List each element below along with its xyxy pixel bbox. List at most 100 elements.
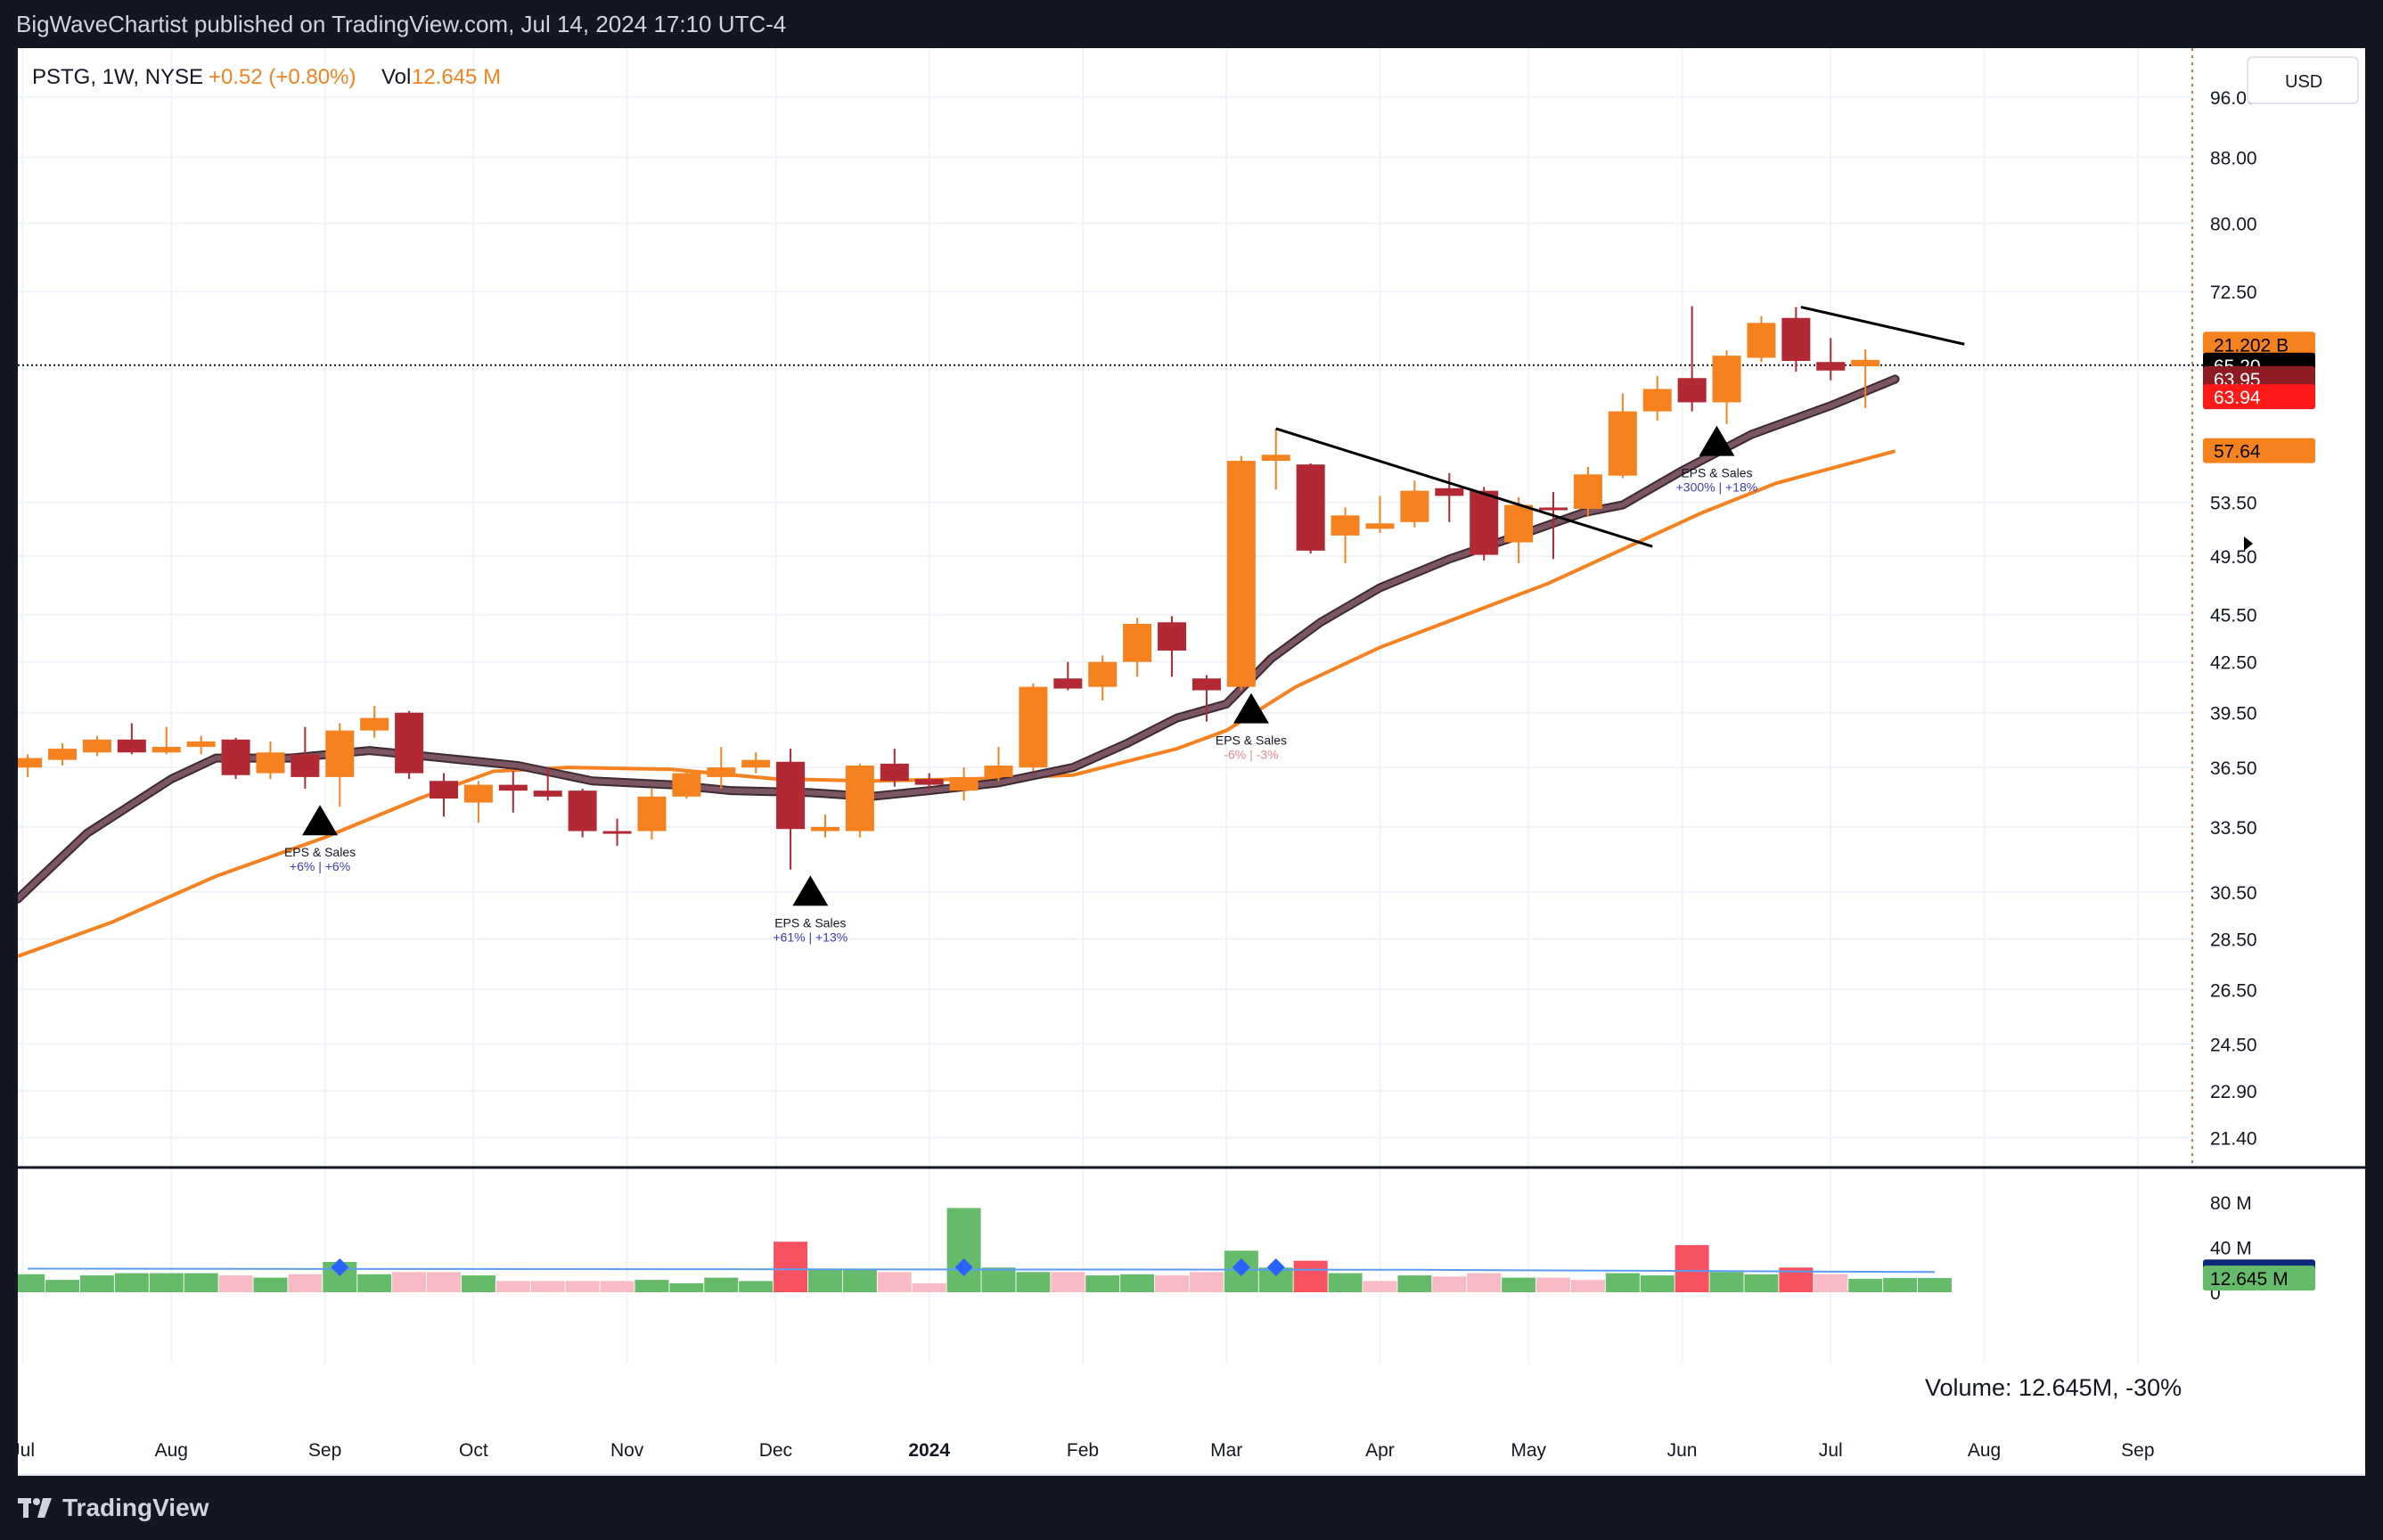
publisher-bar: BigWaveChartist published on TradingView…	[0, 0, 2383, 48]
x-tick-label: Jul	[18, 1440, 35, 1461]
candle-body	[984, 766, 1013, 777]
volume-bar	[1605, 1273, 1640, 1292]
candle-body	[151, 747, 181, 753]
volume-diamond-icon	[331, 1258, 349, 1276]
candle-body	[1088, 661, 1118, 687]
candle-body	[1608, 411, 1637, 476]
volume-bar	[669, 1282, 704, 1292]
y-tick-label: 53.50	[2210, 494, 2257, 514]
y-tick-label: 26.50	[2210, 980, 2257, 1001]
currency-button[interactable]: USD	[2247, 56, 2359, 104]
candle-body	[221, 739, 250, 775]
x-tick-label: Sep	[2121, 1440, 2154, 1461]
volume-bar	[357, 1274, 392, 1292]
chart-svg[interactable]: Volume: 12.645M, -30% EPS & Sales+6% | +…	[11, 48, 2365, 1476]
ma-fast-line	[15, 376, 1898, 902]
candle-body	[949, 776, 979, 791]
earnings-detail: +300% | +18%	[1676, 480, 1758, 495]
candle-body	[1261, 455, 1290, 462]
candle-body	[1435, 487, 1464, 496]
x-tick-label: Jun	[1667, 1440, 1698, 1461]
volume-bar	[1536, 1277, 1571, 1292]
volume-bar	[842, 1269, 877, 1292]
candle-body	[1677, 378, 1707, 403]
earnings-title: EPS & Sales	[1681, 466, 1752, 480]
candle-body	[395, 712, 424, 774]
x-tick-label: Sep	[308, 1440, 341, 1461]
candle-body	[1400, 490, 1429, 522]
price-badge-label: 21.202 B	[2214, 335, 2289, 356]
volume-bar	[1709, 1272, 1744, 1292]
legend-vol-value: 12.645 M	[412, 65, 501, 89]
x-tick-label: Jul	[1819, 1440, 1843, 1461]
x-tick-label: Nov	[610, 1440, 644, 1461]
volume-bar	[1570, 1280, 1605, 1292]
volume-bar	[11, 1274, 45, 1292]
volume-bar	[774, 1241, 808, 1292]
footer: TradingView	[0, 1476, 2383, 1540]
volume-diamond-icon	[954, 1258, 973, 1276]
earnings-triangle-icon[interactable]	[1232, 692, 1269, 724]
y-tick-label: 45.50	[2210, 606, 2257, 627]
y-tick-label: 80.00	[2210, 215, 2257, 235]
candle-body	[1504, 504, 1534, 543]
candle-body	[1470, 490, 1499, 555]
earnings-triangle-icon[interactable]	[792, 875, 829, 906]
scroll-right-icon[interactable]	[2244, 537, 2253, 551]
candle-body	[82, 739, 111, 753]
candle-body	[1123, 624, 1152, 662]
earnings-title: EPS & Sales	[774, 915, 846, 930]
volume-bar	[807, 1269, 842, 1292]
volume-bar	[1189, 1272, 1224, 1292]
candle-body	[1747, 323, 1776, 358]
price-badge-label: 63.94	[2214, 388, 2261, 408]
candle-body	[1053, 678, 1083, 689]
earnings-markers: EPS & Sales+6% | +6%EPS & Sales+61% | +1…	[284, 425, 1758, 944]
volume-bar	[1363, 1281, 1397, 1292]
candle-body	[325, 730, 355, 777]
volume-bar	[426, 1272, 461, 1292]
candle-body	[845, 766, 874, 831]
candle-body	[1192, 678, 1221, 691]
volume-bar	[218, 1275, 253, 1292]
candle-body	[707, 767, 736, 777]
tradingview-brand: TradingView	[62, 1494, 209, 1521]
earnings-detail: +61% | +13%	[773, 930, 848, 944]
x-tick-label: Apr	[1365, 1440, 1395, 1461]
candle-body	[602, 831, 632, 834]
y-tick-label: 30.50	[2210, 883, 2257, 904]
volume-bar	[1744, 1274, 1779, 1292]
volume-bar	[1016, 1272, 1051, 1292]
legend-symbol[interactable]: PSTG, 1W, NYSE	[32, 65, 203, 89]
tradingview-logo-icon	[18, 1495, 53, 1521]
y-tick-label: 72.50	[2210, 283, 2257, 303]
y-tick-label: 33.50	[2210, 818, 2257, 839]
x-tick-label: Dec	[759, 1440, 792, 1461]
chart-panel[interactable]: Volume: 12.645M, -30% EPS & Sales +6% | +…	[11, 48, 2365, 1476]
candle-body	[810, 826, 839, 831]
candle-body	[429, 781, 458, 799]
earnings-triangle-icon[interactable]	[302, 805, 339, 836]
earnings-title: EPS & Sales	[284, 845, 356, 859]
trendlines[interactable]	[1275, 306, 1965, 548]
volume-bar	[1293, 1260, 1328, 1292]
y-tick-label: 39.50	[2210, 704, 2257, 725]
currency-label[interactable]: USD	[2285, 72, 2322, 92]
ma-slow-line	[17, 449, 1896, 958]
x-tick-label: 2024	[908, 1440, 950, 1461]
trendline[interactable]	[1800, 306, 1965, 346]
volume-bar	[1155, 1275, 1190, 1292]
y-tick-label: 88.00	[2210, 148, 2257, 168]
x-tick-label: Mar	[1210, 1440, 1242, 1461]
grid	[18, 48, 2365, 1476]
x-tick-label: Aug	[155, 1440, 188, 1461]
candle-body	[533, 790, 562, 797]
volume-badge	[2203, 1266, 2315, 1291]
volume-bar	[1120, 1274, 1155, 1292]
volume-bar	[253, 1277, 288, 1292]
trendline[interactable]	[1275, 427, 1653, 548]
earnings-triangle-icon[interactable]	[1699, 425, 1735, 456]
axes[interactable]: 96.00 88.00 80.00 72.50 53.50 49.50 45.50 42.50…	[11, 88, 2315, 1461]
tradingview-logo[interactable]: TradingView	[18, 1492, 209, 1524]
volume-bar	[877, 1272, 912, 1292]
